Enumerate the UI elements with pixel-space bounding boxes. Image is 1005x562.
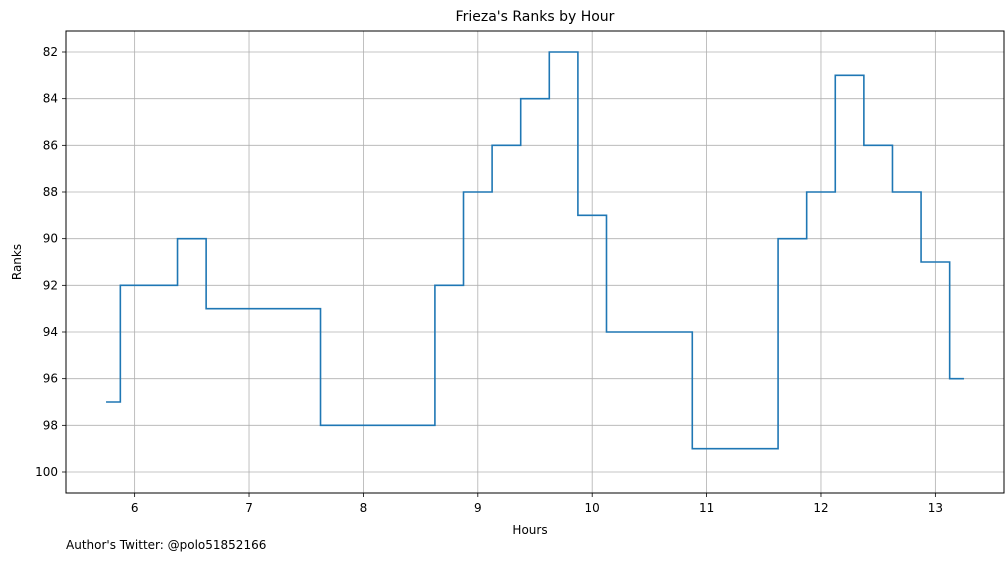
y-tick-label: 100 [35, 465, 58, 479]
x-tick-label: 10 [585, 501, 600, 515]
plot-frame [65, 30, 1005, 494]
x-tick-label: 6 [131, 501, 139, 515]
x-tick-label: 11 [699, 501, 714, 515]
y-tick-label: 86 [43, 138, 58, 152]
series [106, 51, 964, 450]
y-tick-label: 96 [43, 372, 58, 386]
y-axis-ticks: 82 84 86 88 90 92 94 96 98 100 [35, 45, 66, 479]
x-tick-label: 12 [813, 501, 828, 515]
y-tick-label: 82 [43, 45, 58, 59]
x-tick-label: 8 [360, 501, 368, 515]
y-tick-label: 94 [43, 325, 58, 339]
y-tick-label: 98 [43, 418, 58, 432]
x-axis-label: Hours [512, 523, 547, 537]
chart-title: Frieza's Ranks by Hour [456, 9, 615, 25]
y-tick-label: 88 [43, 185, 58, 199]
rank-step-line [106, 51, 964, 450]
grid [66, 31, 1004, 493]
y-tick-label: 90 [43, 232, 58, 246]
x-tick-label: 7 [245, 501, 253, 515]
x-tick-label: 13 [928, 501, 943, 515]
y-tick-label: 84 [43, 92, 58, 106]
author-credit: Author's Twitter: @polo51852166 [66, 538, 267, 552]
x-axis-ticks: 6 7 8 9 10 11 12 13 [131, 493, 943, 515]
x-tick-label: 9 [474, 501, 482, 515]
y-tick-label: 92 [43, 278, 58, 292]
y-axis-label: Ranks [10, 244, 24, 280]
